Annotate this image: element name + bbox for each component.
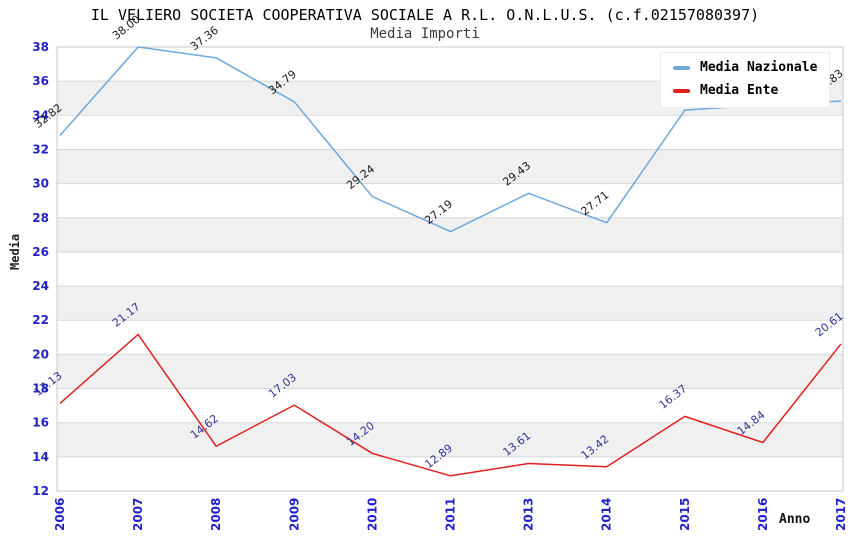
- x-tick-label: 2007: [131, 498, 145, 531]
- value-label: 37.36: [188, 24, 221, 54]
- x-tick-label: 2017: [834, 498, 848, 531]
- plot-border: [56, 46, 844, 492]
- grid-band: [57, 354, 843, 389]
- y-tick-label: 28: [32, 211, 49, 225]
- series-line-media-nazionale: [59, 46, 842, 233]
- grid-band: [57, 149, 843, 184]
- chart-title: IL VELIERO SOCIETA COOPERATIVA SOCIALE A…: [90, 6, 760, 24]
- y-tick-label: 12: [32, 484, 49, 498]
- y-tick-label: 24: [32, 279, 49, 293]
- legend-label-media-nazionale: Media Nazionale: [700, 60, 818, 75]
- x-tick-label: 2008: [209, 498, 223, 531]
- y-tick-label: 14: [32, 450, 49, 464]
- grid-band: [57, 422, 843, 457]
- y-tick-label: 18: [32, 382, 49, 396]
- x-tick-label: 2010: [365, 498, 379, 531]
- x-tick-label: 2006: [53, 498, 67, 531]
- legend-item-media-ente: Media Ente: [673, 83, 817, 98]
- legend: Media Nazionale Media Ente: [660, 52, 830, 108]
- y-tick-label: 16: [32, 416, 49, 430]
- chart-subtitle: Media Importi: [370, 26, 480, 42]
- y-tick-label: 22: [32, 313, 49, 327]
- y-tick-label: 34: [32, 108, 49, 122]
- x-tick-label: 2016: [756, 498, 770, 531]
- grid-band: [57, 286, 843, 321]
- legend-item-media-nazionale: Media Nazionale: [673, 60, 817, 75]
- grid-band: [57, 217, 843, 252]
- x-tick-label: 2009: [287, 498, 301, 531]
- y-tick-label: 32: [32, 142, 49, 156]
- y-axis-title: Media: [8, 233, 22, 270]
- y-tick-label: 30: [32, 177, 49, 191]
- value-label: 32.82: [32, 101, 65, 131]
- legend-label-media-ente: Media Ente: [700, 83, 779, 98]
- legend-swatch-blue-line-icon: [673, 65, 690, 70]
- y-tick-label: 20: [32, 347, 49, 361]
- x-tick-label: 2014: [600, 498, 614, 531]
- x-tick-label: 2013: [522, 498, 536, 531]
- y-tick-label: 38: [32, 40, 49, 54]
- legend-swatch-red-line-icon: [673, 88, 690, 93]
- x-tick-label: 2015: [678, 498, 692, 531]
- value-label: 38.00: [110, 13, 143, 43]
- y-tick-label: 36: [32, 74, 49, 88]
- series-line-media-ente: [59, 333, 842, 477]
- x-axis-title: Anno: [779, 512, 811, 527]
- value-label: 27.71: [579, 188, 612, 218]
- y-tick-label: 26: [32, 245, 49, 259]
- x-tick-label: 2011: [444, 498, 458, 531]
